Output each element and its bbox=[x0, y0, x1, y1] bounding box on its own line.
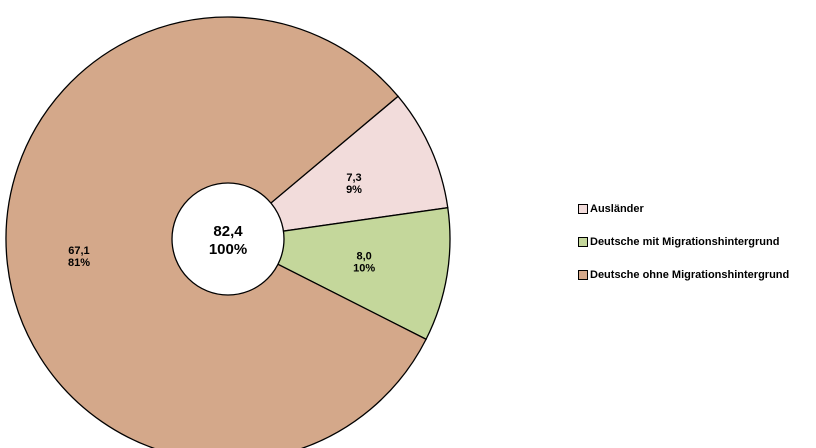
donut-chart: 7,39% 8,010% 67,181% 82,4 100% bbox=[5, 16, 451, 448]
slice-percent-label-mit-migration: 10% bbox=[353, 262, 375, 274]
center-total-value: 82,4 bbox=[213, 223, 243, 240]
legend-swatch-auslaender bbox=[578, 204, 588, 214]
legend-label-auslaender: Ausländer bbox=[590, 203, 644, 215]
legend-label-mit-migration: Deutsche mit Migrationshintergrund bbox=[590, 236, 780, 248]
legend-item-auslaender: Ausländer bbox=[578, 203, 789, 215]
slice-auslaender bbox=[225, 95, 449, 240]
legend-swatch-mit-migration bbox=[578, 237, 588, 247]
center-total-percent: 100% bbox=[209, 241, 247, 258]
legend-label-ohne-migration: Deutsche ohne Migrationshintergrund bbox=[590, 269, 790, 281]
legend-swatch-ohne-migration bbox=[578, 270, 588, 280]
center-hole bbox=[171, 182, 285, 296]
slice-value-label-mit-migration: 8,0 bbox=[357, 250, 372, 262]
legend-item-ohne-migration: Deutsche ohne Migrationshintergrund bbox=[578, 269, 789, 281]
slice-percent-label-ohne-migration: 81% bbox=[68, 257, 90, 269]
slice-percent-label-auslaender: 9% bbox=[346, 184, 362, 196]
slice-value-label-auslaender: 7,3 bbox=[346, 172, 361, 184]
slice-value-label-ohne-migration: 67,1 bbox=[68, 245, 89, 257]
legend-item-mit-migration: Deutsche mit Migrationshintergrund bbox=[578, 236, 789, 248]
legend: Ausländer Deutsche mit Migrationshinterg… bbox=[578, 203, 789, 302]
